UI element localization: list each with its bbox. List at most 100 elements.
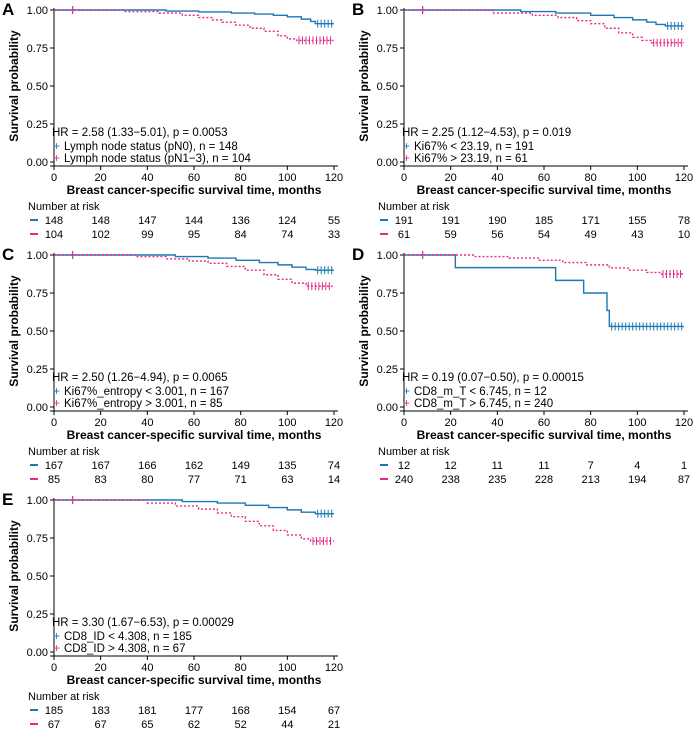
panel-c-x-tick-label: 120 xyxy=(325,417,343,429)
panel-a-y-tick-label: 0.75 xyxy=(27,43,48,55)
panel-d-x-tick-label: 40 xyxy=(491,417,503,429)
panel-e-x-tick-label: 20 xyxy=(95,662,107,674)
panel-a-legend-symbol-2: + xyxy=(53,151,60,165)
panel-a-x-tick-label: 80 xyxy=(235,172,247,184)
panel-b-risk-cell: 155 xyxy=(628,215,646,227)
panel-d-x-tick-label: 60 xyxy=(538,417,550,429)
panel-c-xlabel: Breast cancer-specific survival time, mo… xyxy=(67,428,322,442)
panel-e-legend-label-2: CD8_ID > 4.308, n = 67 xyxy=(64,643,185,655)
panel-e-risk-cell: 21 xyxy=(328,719,340,731)
panel-c: C 0.00 0.25 0.50 0.75 1.00 0 20 40 60 80 100 120 Surv… xyxy=(2,245,343,486)
panel-b-y-tick-label: 0.75 xyxy=(377,43,398,55)
panel-b-x-tick-label: 40 xyxy=(491,172,503,184)
panel-d-risk-cell: 235 xyxy=(488,474,506,486)
panel-e-legend-symbol-2: + xyxy=(53,641,60,655)
panel-c-legend-symbol-1: + xyxy=(53,384,60,398)
panel-e-risk-cell: 65 xyxy=(141,719,153,731)
panel-b-x-tick-label: 60 xyxy=(538,172,550,184)
panel-d-x-tick-label: 120 xyxy=(675,417,693,429)
panel-a-x-tick-label: 120 xyxy=(325,172,343,184)
panel-c-risk-cell: 167 xyxy=(45,460,63,472)
panel-b-risk-title: Number at risk xyxy=(378,201,450,213)
panel-c-curve-1 xyxy=(54,254,334,271)
panel-b-curve-1 xyxy=(404,9,684,27)
panel-b-risk-cell: 171 xyxy=(581,215,599,227)
panel-b-x-tick-label: 100 xyxy=(628,172,646,184)
panel-b-risk-cell: 10 xyxy=(678,229,690,241)
panel-a-curve-1 xyxy=(54,9,334,25)
panel-a-risk-cell: 136 xyxy=(231,215,249,227)
panel-c-x-tick-label: 60 xyxy=(188,417,200,429)
panel-a-x-tick-label: 100 xyxy=(278,172,296,184)
panel-d-legend-symbol-2: + xyxy=(403,396,410,410)
panel-d-risk-cell: 12 xyxy=(445,460,457,472)
panel-b-legend-symbol-1: + xyxy=(403,139,410,153)
panel-b-x-tick-label: 0 xyxy=(401,172,407,184)
panel-a-risk-title: Number at risk xyxy=(28,201,100,213)
panel-e-risk-cell: 177 xyxy=(185,705,203,717)
panel-d-letter: D xyxy=(352,245,364,264)
panel-c-risk-cell: 162 xyxy=(185,460,203,472)
panel-b-legend-label-2: Ki67% > 23.19, n = 61 xyxy=(414,153,528,165)
panel-b-risk-cell: 56 xyxy=(491,229,503,241)
panel-d-legend-label-1: CD8_m_T < 6.745, n = 12 xyxy=(414,386,547,398)
panel-e-ylabel: Survival probability xyxy=(7,520,21,632)
panel-c-y-tick-label: 0.50 xyxy=(27,326,48,338)
panel-e-risk-title: Number at risk xyxy=(28,691,100,703)
panel-c-curve-2 xyxy=(54,254,334,287)
panel-a-curve-2 xyxy=(54,9,334,42)
panel-c-risk-title: Number at risk xyxy=(28,446,100,458)
panel-c-risk-cell: 85 xyxy=(48,474,60,486)
panel-b-risk-cell: 54 xyxy=(538,229,550,241)
panel-b-risk-cell: 185 xyxy=(535,215,553,227)
panel-c-risk-cell: 149 xyxy=(231,460,249,472)
panel-d-risk-cell: 12 xyxy=(398,460,410,472)
panel-e-x-tick-label: 100 xyxy=(278,662,296,674)
panel-d-risk-cell: 213 xyxy=(581,474,599,486)
panel-d-ylabel: Survival probability xyxy=(357,275,371,387)
panel-d-hr-text: HR = 0.19 (0.07−0.50), p = 0.00015 xyxy=(402,372,584,384)
panel-c-ylabel: Survival probability xyxy=(7,275,21,387)
panel-e-risk-cell: 168 xyxy=(231,705,249,717)
panel-c-legend-symbol-2: + xyxy=(53,396,60,410)
panel-a-y-tick-label: 0.50 xyxy=(27,81,48,93)
panel-c-risk-cell: 83 xyxy=(95,474,107,486)
panel-a-risk-cell: 99 xyxy=(141,229,153,241)
panel-a-hr-text: HR = 2.58 (1.33−5.01), p = 0.0053 xyxy=(52,127,228,139)
panel-a-xlabel: Breast cancer-specific survival time, mo… xyxy=(67,183,322,197)
panel-c-y-tick-label: 0.25 xyxy=(27,364,48,376)
panel-b-legend-symbol-2: + xyxy=(403,151,410,165)
panel-e-legend-symbol-1: + xyxy=(53,629,60,643)
panel-a-risk-cell: 104 xyxy=(45,229,63,241)
panel-c-legend-label-2: Ki67%_entropy > 3.001, n = 85 xyxy=(64,398,223,410)
panel-c-risk-cell: 63 xyxy=(281,474,293,486)
panel-b-risk-cell: 59 xyxy=(445,229,457,241)
panel-b-y-tick-label: 0.25 xyxy=(377,119,398,131)
panel-c-risk-cell: 80 xyxy=(141,474,153,486)
panel-d-risk-cell: 7 xyxy=(588,460,594,472)
panel-a-risk-cell: 148 xyxy=(91,215,109,227)
panel-d-x-tick-label: 80 xyxy=(585,417,597,429)
panel-b-hr-text: HR = 2.25 (1.12−4.53), p = 0.019 xyxy=(402,127,571,139)
panel-d-y-tick-label: 0.25 xyxy=(377,364,398,376)
panel-b-letter: B xyxy=(352,0,364,19)
panel-d-legend-label-2: CD8_m_T > 6.745, n = 240 xyxy=(414,398,553,410)
panel-b-risk-cell: 78 xyxy=(678,215,690,227)
panel-e-x-tick-label: 120 xyxy=(325,662,343,674)
panel-b-ylabel: Survival probability xyxy=(357,30,371,142)
panel-e-risk-cell: 183 xyxy=(91,705,109,717)
panel-a-x-tick-label: 0 xyxy=(51,172,57,184)
panel-e-y-tick-label: 0.25 xyxy=(27,609,48,621)
panel-e-curve-1 xyxy=(54,499,334,515)
panel-b-x-tick-label: 20 xyxy=(445,172,457,184)
panel-e-risk-cell: 154 xyxy=(278,705,296,717)
panel-e-y-tick-label: 0.75 xyxy=(27,533,48,545)
panel-b: B 0.00 0.25 0.50 0.75 1.00 0 20 40 60 80 100 120 Surv… xyxy=(352,0,693,241)
panel-c-legend-label-1: Ki67%_entropy < 3.001, n = 167 xyxy=(64,386,229,398)
panel-d-risk-cell: 228 xyxy=(535,474,553,486)
panel-a-risk-cell: 147 xyxy=(138,215,156,227)
panel-b-y-tick-label: 1.00 xyxy=(377,5,398,17)
panel-d-x-tick-label: 100 xyxy=(628,417,646,429)
panel-d-xlabel: Breast cancer-specific survival time, mo… xyxy=(417,428,672,442)
panel-d-x-tick-label: 0 xyxy=(401,417,407,429)
